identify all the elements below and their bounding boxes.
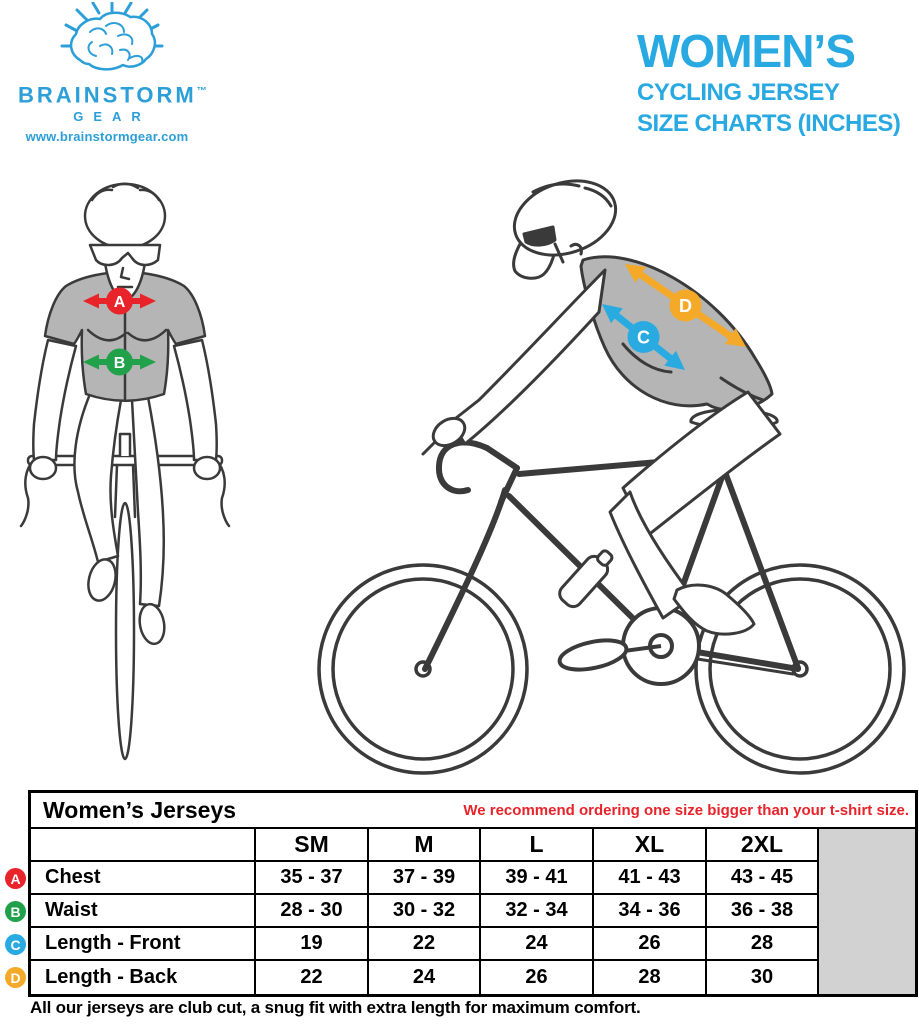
brand-logo: BRAINSTORM™ GEAR www.brainstormgear.com xyxy=(18,1,207,145)
row-label-length-back: Length - Back xyxy=(31,961,256,994)
marker-c: C xyxy=(602,304,685,370)
side-arm xyxy=(421,268,607,456)
length-front-m: 22 xyxy=(369,928,481,961)
side-leg xyxy=(608,390,782,636)
chest-l: 39 - 41 xyxy=(481,862,594,895)
waist-l: 32 - 34 xyxy=(481,895,594,928)
length-front-l: 24 xyxy=(481,928,594,961)
chest-m: 37 - 39 xyxy=(369,862,481,895)
title-line-3: SIZE CHARTS (INCHES) xyxy=(637,110,901,137)
side-wheels xyxy=(317,563,906,775)
gray-cell xyxy=(819,829,915,862)
brand-name-text: BRAINSTORM xyxy=(18,82,197,108)
size-header-sm: SM xyxy=(256,829,369,862)
size-header-empty-cell xyxy=(31,829,256,862)
length-front-xl: 26 xyxy=(594,928,707,961)
length-back-sm: 22 xyxy=(256,961,369,994)
size-header-m: M xyxy=(369,829,481,862)
size-header-2xl: 2XL xyxy=(707,829,819,862)
length-back-m: 24 xyxy=(369,961,481,994)
length-back-xl: 28 xyxy=(594,961,707,994)
table-title: Women’s Jerseys xyxy=(43,796,237,823)
side-sunglasses xyxy=(522,225,557,247)
chainring xyxy=(557,606,701,686)
marker-b-label: B xyxy=(114,355,126,372)
marker-c-circle xyxy=(627,321,660,353)
length-front-sm: 19 xyxy=(256,928,369,961)
row-badge-c: C xyxy=(5,934,26,955)
marker-c-label: C xyxy=(637,328,650,348)
marker-b-circle xyxy=(106,348,133,376)
front-wheel xyxy=(113,463,137,761)
front-sunglasses xyxy=(88,243,162,267)
marker-b: B xyxy=(83,348,156,376)
table-title-row: Women’s Jerseys We recommend ordering on… xyxy=(31,793,915,829)
footer-note: All our jerseys are club cut, a snug fit… xyxy=(30,998,641,1017)
row-label-length-front: Length - Front xyxy=(31,928,256,961)
length-back-2xl: 30 xyxy=(707,961,819,994)
front-legs xyxy=(73,392,166,646)
chest-sm: 35 - 37 xyxy=(256,862,369,895)
table-grid: SM M L XL 2XL Chest 35 - 37 37 - 39 39 -… xyxy=(31,829,915,994)
size-header-l: L xyxy=(481,829,594,862)
gray-cell xyxy=(819,895,915,928)
size-table: Women’s Jerseys We recommend ordering on… xyxy=(28,790,918,997)
length-back-l: 26 xyxy=(481,961,594,994)
marker-d-label: D xyxy=(679,296,692,316)
marker-a-circle xyxy=(106,287,133,315)
front-head xyxy=(83,182,167,301)
waist-m: 30 - 32 xyxy=(369,895,481,928)
gray-cell xyxy=(819,928,915,961)
rear-shoe xyxy=(557,638,629,672)
gray-cell xyxy=(819,961,915,994)
row-badge-d: D xyxy=(5,967,26,988)
chest-2xl: 43 - 45 xyxy=(707,862,819,895)
chest-xl: 41 - 43 xyxy=(594,862,707,895)
brand-subtitle: GEAR xyxy=(73,109,151,125)
row-label-chest: Chest xyxy=(31,862,256,895)
brand-trademark: ™ xyxy=(196,86,207,97)
title-line-1: WOMEN’S xyxy=(637,25,856,77)
page-title: WOMEN’S CYCLING JERSEY SIZE CHARTS (INCH… xyxy=(637,25,901,137)
marker-d: D xyxy=(625,264,747,347)
waist-2xl: 36 - 38 xyxy=(707,895,819,928)
gray-cell xyxy=(819,862,915,895)
brain-icon xyxy=(60,1,164,71)
row-badge-a: A xyxy=(5,868,26,889)
brand-website-link[interactable]: www.brainstormgear.com xyxy=(25,129,189,145)
row-badge-b: B xyxy=(5,901,26,922)
water-bottle xyxy=(558,549,614,609)
marker-a: A xyxy=(83,287,156,315)
marker-a-label: A xyxy=(114,294,126,311)
side-cyclist-illustration: D C xyxy=(317,179,906,775)
front-cyclist-illustration: A B xyxy=(19,182,231,761)
front-arms xyxy=(28,338,222,481)
front-shoe xyxy=(672,583,756,636)
marker-d-circle xyxy=(669,289,702,322)
row-label-waist: Waist xyxy=(31,895,256,928)
title-line-2: CYCLING JERSEY xyxy=(637,79,840,106)
size-header-xl: XL xyxy=(594,829,707,862)
length-front-2xl: 28 xyxy=(707,928,819,961)
side-head xyxy=(512,179,618,280)
waist-sm: 28 - 30 xyxy=(256,895,369,928)
side-jersey xyxy=(579,255,774,412)
brand-name: BRAINSTORM™ xyxy=(18,81,207,108)
waist-xl: 34 - 36 xyxy=(594,895,707,928)
table-note: We recommend ordering one size bigger th… xyxy=(463,801,909,819)
